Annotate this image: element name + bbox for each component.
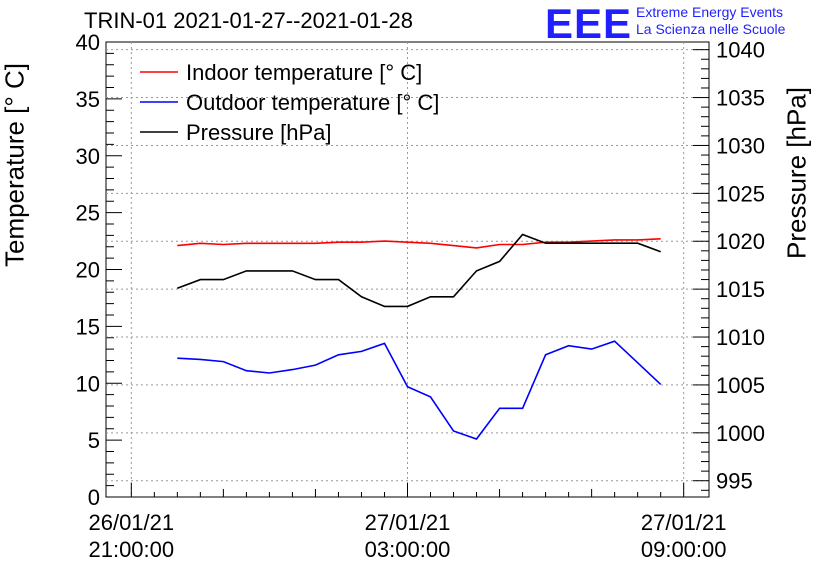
y2-tick-label: 1030 — [716, 133, 765, 158]
series-line-0 — [177, 238, 661, 249]
y2-tick-label: 1040 — [716, 38, 765, 63]
y-tick-label: 10 — [76, 371, 100, 396]
series-line-2 — [177, 233, 661, 308]
y-tick-label: 35 — [76, 87, 100, 112]
organization-name: Extreme Energy Events — [636, 4, 784, 20]
x-tick-label-time: 03:00:00 — [365, 537, 451, 562]
organization-label: Extreme Energy Events La Scienza nelle S… — [636, 4, 785, 38]
x-tick-label-date: 27/01/21 — [365, 510, 451, 535]
y2-tick-label: 1015 — [716, 277, 765, 302]
y-tick-label: 40 — [76, 30, 100, 55]
y2-tick-label: 995 — [716, 469, 753, 494]
y2-tick-label: 1005 — [716, 373, 765, 398]
x-tick-label-date: 26/01/21 — [88, 510, 174, 535]
y2-tick-label: 1035 — [716, 86, 765, 111]
y-tick-label: 25 — [76, 201, 100, 226]
x-tick-label-time: 21:00:00 — [88, 537, 174, 562]
y-tick-label: 0 — [88, 485, 100, 510]
y-tick-label: 15 — [76, 314, 100, 339]
legend-label: Outdoor temperature [° C] — [186, 90, 439, 115]
series-line-1 — [177, 340, 662, 440]
y2-tick-label: 1010 — [716, 325, 765, 350]
x-tick-label-time: 09:00:00 — [641, 537, 727, 562]
y2-tick-label: 1000 — [716, 421, 765, 446]
y-tick-label: 5 — [88, 428, 100, 453]
y2-tick-label: 1020 — [716, 229, 765, 254]
legend-label: Indoor temperature [° C] — [186, 60, 422, 85]
chart-title: TRIN-01 2021-01-27--2021-01-28 — [84, 8, 413, 33]
organization-subtitle: La Scienza nelle Scuole — [636, 21, 786, 37]
x-tick-label-date: 27/01/21 — [641, 510, 727, 535]
y-tick-label: 30 — [76, 144, 100, 169]
y-tick-label: 20 — [76, 258, 100, 283]
legend-label: Pressure [hPa] — [186, 120, 332, 145]
eee-logo: EEE — [545, 0, 633, 47]
y2-tick-label: 1025 — [716, 181, 765, 206]
